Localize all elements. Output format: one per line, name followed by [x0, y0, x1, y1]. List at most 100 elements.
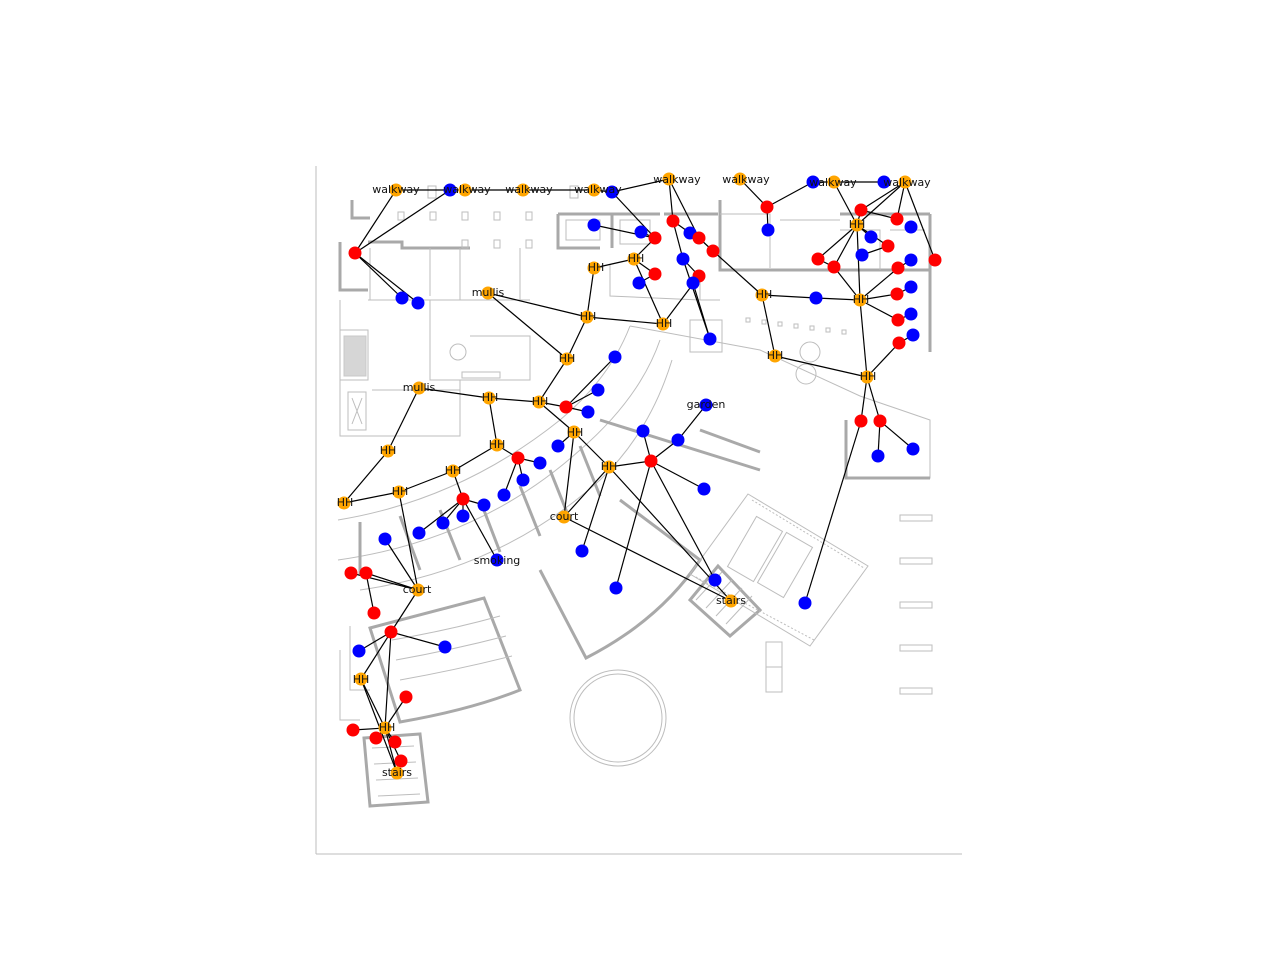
corridor-node — [827, 175, 841, 189]
door-node — [634, 225, 648, 239]
door-node — [456, 509, 470, 523]
graph-edge — [538, 358, 568, 403]
graph-edge — [815, 297, 861, 301]
door-node — [703, 332, 717, 346]
graph-edge — [668, 178, 674, 222]
corridor-node — [389, 183, 403, 197]
graph-edge — [563, 431, 575, 518]
node-label: walkway — [653, 173, 701, 186]
corridor-label: HH — [482, 391, 499, 404]
graph-edge — [615, 460, 652, 589]
corridor-node — [381, 444, 395, 458]
door-node — [809, 291, 823, 305]
room-node — [891, 313, 905, 327]
graph-edge — [859, 267, 899, 301]
node-label: walkway — [443, 183, 491, 196]
room-node — [666, 214, 680, 228]
room-node — [559, 400, 573, 414]
room-node — [359, 566, 373, 580]
room-node — [890, 212, 904, 226]
graph-edge — [398, 491, 419, 591]
door-node — [798, 596, 812, 610]
corridor-node — [392, 485, 406, 499]
graph-edge — [418, 387, 490, 399]
room-node — [648, 231, 662, 245]
graph-edge — [712, 250, 763, 296]
corridor-node — [587, 183, 601, 197]
corridor-node — [850, 218, 864, 232]
corridor-node — [532, 395, 546, 409]
graph-edge — [611, 178, 670, 193]
corridor-node — [560, 352, 574, 366]
door-node — [581, 405, 595, 419]
room-node — [399, 690, 413, 704]
room-node — [511, 451, 525, 465]
graph-edge — [565, 356, 616, 408]
corridor-node — [898, 175, 912, 189]
door-node — [906, 328, 920, 342]
door-node — [904, 253, 918, 267]
graph-edge — [866, 342, 900, 378]
corridor-node — [662, 172, 676, 186]
corridor-label: HH — [532, 395, 549, 408]
graph-edge — [390, 589, 419, 633]
graph-edge — [904, 181, 936, 261]
graph-edge — [398, 470, 454, 493]
door-node — [591, 383, 605, 397]
corridor-node — [390, 766, 404, 780]
room-node — [873, 414, 887, 428]
corridor-node — [860, 370, 874, 384]
door-node — [605, 185, 619, 199]
room-node — [827, 260, 841, 274]
corridor-label: HH — [567, 426, 584, 439]
corridor-node — [602, 460, 616, 474]
room-node — [928, 253, 942, 267]
corridor-node — [458, 183, 472, 197]
door-node — [699, 398, 713, 412]
graph-edge — [860, 181, 906, 211]
graph-edge — [611, 191, 656, 239]
room-node — [891, 261, 905, 275]
door-node — [587, 218, 601, 232]
label-layer: walkway walkway walkway walkway walkway walkw… — [337, 173, 931, 779]
floorplan-background — [315, 166, 962, 855]
room-node — [760, 200, 774, 214]
door-node — [497, 488, 511, 502]
corridor-label: HH — [588, 261, 605, 274]
door-node — [551, 439, 565, 453]
room-node — [384, 625, 398, 639]
node-label: walkway — [883, 176, 931, 189]
corridor-label: HH — [849, 218, 866, 231]
door-node — [378, 532, 392, 546]
graph-edge — [360, 678, 386, 729]
room-node — [344, 566, 358, 580]
corridor-node — [482, 391, 496, 405]
room-node — [348, 246, 362, 260]
graph-edge — [672, 220, 684, 260]
corridor-node — [853, 293, 867, 307]
corridor-node — [490, 438, 504, 452]
corridor-label: HH — [353, 673, 370, 686]
corridor-node — [337, 496, 351, 510]
corridor-label: HH — [380, 444, 397, 457]
room-node — [644, 454, 658, 468]
door-node — [395, 291, 409, 305]
node-label: court — [403, 583, 432, 596]
graph-edge — [833, 224, 858, 268]
graph-edge — [833, 266, 861, 301]
door-node — [864, 230, 878, 244]
node-label: mullis — [403, 381, 436, 394]
corridor-label: HH — [767, 349, 784, 362]
graph-edge — [390, 631, 446, 648]
door-node — [412, 526, 426, 540]
corridor-node — [412, 381, 426, 395]
corridor-label: HH — [853, 293, 870, 306]
node-label: walkway — [574, 183, 622, 196]
graph-edge — [452, 444, 498, 472]
door-node — [575, 544, 589, 558]
room-node — [388, 735, 402, 749]
corridor-node — [755, 288, 769, 302]
door-node — [352, 644, 366, 658]
corridor-node — [580, 310, 594, 324]
